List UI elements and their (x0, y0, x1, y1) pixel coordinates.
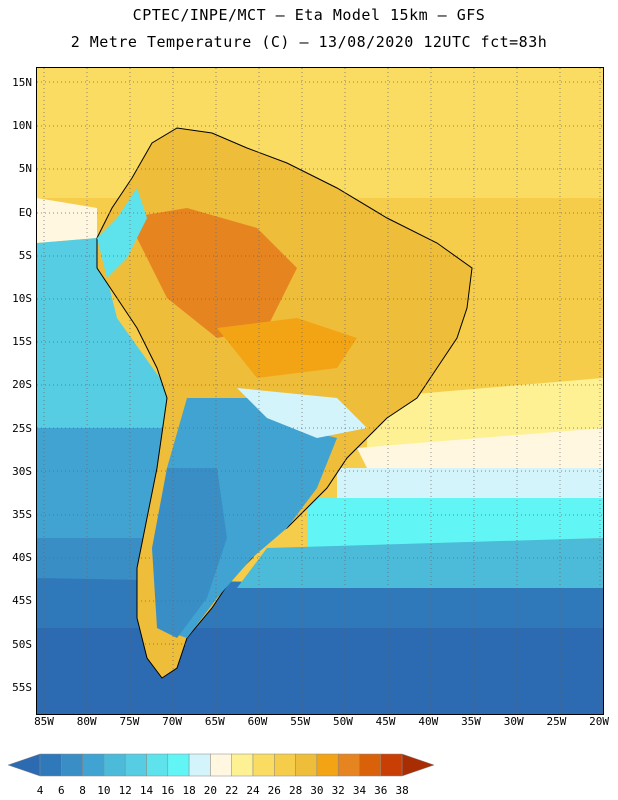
color-scale-swatch (146, 753, 169, 777)
latitude-label: 15N (12, 76, 32, 89)
map-title: CPTEC/INPE/MCT – Eta Model 15km – GFS (132, 6, 486, 24)
longitude-label: 65W (204, 715, 225, 728)
color-scale-label: 24 (246, 784, 260, 797)
latitude-label: 15S (12, 335, 32, 349)
color-scale-swatch (124, 753, 147, 777)
color-scale-arrow-low (7, 753, 41, 777)
longitude-label: 20W (589, 715, 610, 728)
latitude-label: 20S (12, 378, 32, 392)
color-scale-label: 12 (118, 784, 132, 797)
color-scale-swatch (316, 753, 339, 777)
amazon-hot-core (127, 208, 297, 338)
color-scale-swatch (103, 753, 126, 777)
latitude-label: 40S (12, 551, 32, 565)
color-scale-swatch (252, 753, 275, 777)
color-scale-label: 38 (395, 784, 409, 797)
color-scale-label: 20 (203, 784, 218, 797)
color-scale-swatch (359, 753, 382, 777)
color-scale-label: 34 (352, 784, 367, 797)
central-warm (217, 318, 357, 378)
longitude-label: 35W (461, 715, 481, 728)
color-scale-label: 10 (97, 784, 111, 797)
color-scale-label: 4 (36, 784, 44, 797)
color-scale-swatch (82, 753, 105, 777)
latitude-label: 10S (12, 292, 32, 305)
color-scale-swatch (231, 753, 254, 777)
color-scale-swatch (167, 753, 190, 777)
longitude-label: 85W (34, 715, 54, 728)
color-scale-label: 6 (57, 784, 65, 797)
southern-cone-colder (152, 468, 227, 638)
color-scale-label: 36 (374, 784, 388, 797)
latitude-label: EQ (18, 205, 32, 219)
latitude-label: 55S (12, 680, 32, 694)
andes-strip (97, 188, 147, 278)
pacific-band-1 (37, 238, 187, 428)
latitude-label: 50S (12, 637, 32, 651)
color-scale-bar (7, 753, 435, 777)
color-scale-swatch (39, 753, 62, 777)
latitude-label: 30S (12, 464, 32, 478)
latitude-label: 25S (12, 421, 32, 435)
longitude-label: 50W (332, 715, 353, 728)
color-scale-swatch (337, 753, 360, 777)
atlantic-blue (237, 538, 603, 588)
color-scale-swatch (210, 753, 232, 777)
longitude-label: 70W (162, 715, 183, 728)
color-scale-swatch (274, 753, 296, 777)
longitude-label: 25W (546, 715, 567, 728)
south-band-4 (37, 613, 603, 714)
temperature-map (36, 67, 604, 715)
latitude-label: 10N (12, 119, 32, 133)
color-scale-label: 16 (161, 784, 175, 797)
color-scale-label: 14 (139, 784, 154, 797)
map-subtitle: 2 Metre Temperature (C) – 13/08/2020 12U… (70, 33, 548, 51)
longitude-label: 30W (503, 715, 524, 728)
color-scale-label: 18 (182, 784, 196, 797)
color-scale-swatch (188, 753, 211, 777)
color-scale-arrow-high (401, 753, 435, 777)
longitude-label: 45W (375, 715, 396, 728)
atlantic-warm (367, 378, 603, 448)
latitude-label: 45S (12, 594, 32, 608)
longitude-label: 75W (119, 715, 140, 728)
color-scale-label: 22 (225, 784, 239, 797)
atlantic-cyan-2 (307, 498, 603, 548)
color-scale-label: 32 (331, 784, 345, 797)
latitude-label: 35S (12, 508, 32, 521)
longitude-label: 80W (76, 715, 97, 728)
color-scale-swatch (61, 753, 83, 777)
latitude-label: 5N (18, 162, 32, 176)
longitude-label: 60W (247, 715, 268, 728)
color-scale-swatch (295, 753, 318, 777)
color-scale-label: 8 (79, 784, 86, 797)
longitude-label: 55W (290, 715, 311, 728)
color-scale-label: 30 (310, 784, 324, 797)
color-scale-label: 26 (267, 784, 281, 797)
ocean-atlantic-north (37, 68, 603, 198)
color-scale-label: 28 (288, 784, 303, 797)
color-scale-swatch (380, 753, 403, 777)
longitude-label: 40W (418, 715, 439, 728)
pacific-warm-band (37, 198, 97, 243)
latitude-label: 5S (18, 248, 32, 262)
